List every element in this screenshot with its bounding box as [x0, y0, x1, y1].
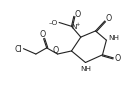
Text: O: O — [115, 54, 121, 63]
Text: O: O — [40, 30, 46, 39]
Text: O: O — [106, 14, 112, 23]
Text: Cl: Cl — [14, 45, 22, 54]
Text: NH: NH — [108, 35, 119, 41]
Text: O: O — [75, 10, 81, 19]
Text: +: + — [76, 21, 80, 26]
Text: N: N — [71, 24, 77, 30]
Text: NH: NH — [81, 66, 92, 72]
Text: O: O — [52, 47, 58, 55]
Text: –O: –O — [49, 20, 58, 26]
